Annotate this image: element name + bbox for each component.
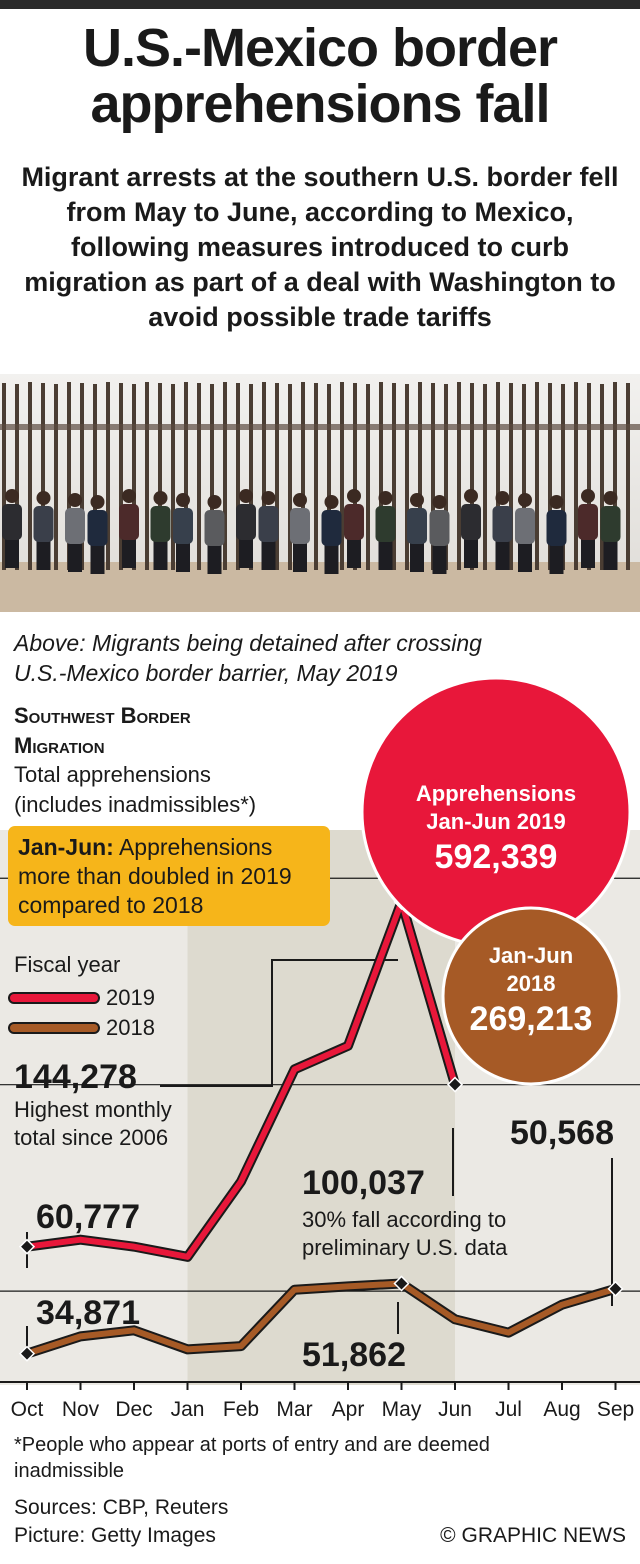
person-silhouette xyxy=(461,489,481,568)
peak-note: Highest monthly total since 2006 xyxy=(14,1096,172,1152)
marker-2018-oct xyxy=(18,1345,36,1362)
marker-2018-may xyxy=(393,1275,410,1292)
bubble-2018 xyxy=(441,906,621,1086)
chart-title-line-1: Southwest Border xyxy=(14,703,191,728)
person-silhouette xyxy=(407,493,427,572)
person-silhouette xyxy=(65,493,85,572)
legend-label-2019: 2019 xyxy=(106,985,155,1010)
series-2018-line xyxy=(24,1280,619,1357)
person-silhouette xyxy=(492,491,513,570)
picture-credit: Picture: Getty Images xyxy=(14,1524,216,1547)
person-silhouette xyxy=(344,489,364,568)
person-silhouette xyxy=(600,491,621,570)
person-silhouette xyxy=(173,493,193,572)
person-silhouette xyxy=(258,491,279,570)
jun-note: 30% fall according to preliminary U.S. d… xyxy=(302,1206,507,1262)
series-2019-line xyxy=(24,898,458,1260)
bubble-2019-value: 592,339 xyxy=(434,838,558,876)
chart-subtitle-line-1: Total apprehensions xyxy=(14,762,211,787)
legend-title: Fiscal year xyxy=(14,952,121,977)
sources: Sources: CBP, Reuters xyxy=(14,1496,229,1519)
peak-value-label: 144,278 xyxy=(14,1058,137,1096)
x-tick-label-nov: Nov xyxy=(61,1398,100,1421)
x-tick-label-jun: Jun xyxy=(438,1398,472,1421)
may2018-value-label: 51,862 xyxy=(302,1336,406,1374)
bubble-2018-text: Jan-Jun 2018 269,213 xyxy=(451,942,611,1040)
sep2018-value-label: 50,568 xyxy=(510,1114,614,1152)
footnote: *People who appear at ports of entry and… xyxy=(14,1432,614,1484)
chart-subtitle-line-2: (includes inadmissibles*) xyxy=(14,792,257,817)
legend-swatches xyxy=(8,992,100,1034)
person-silhouette xyxy=(429,495,450,574)
person-silhouette xyxy=(150,491,171,570)
legend-label-2018: 2018 xyxy=(106,1015,155,1040)
person-silhouette xyxy=(290,493,310,572)
person-silhouette xyxy=(2,489,22,568)
person-silhouette xyxy=(546,495,567,574)
person-silhouette xyxy=(119,489,139,568)
photo-caption: Above: Migrants being detained after cro… xyxy=(14,628,614,688)
top-bar xyxy=(0,0,640,9)
x-tick-label-sep: Sep xyxy=(596,1398,635,1421)
person-silhouette xyxy=(321,495,342,574)
x-tick-label-oct: Oct xyxy=(10,1398,44,1421)
page-subtitle: Migrant arrests at the southern U.S. bor… xyxy=(21,162,619,332)
bubble-2019-label1: Apprehensions xyxy=(415,781,577,806)
marker-2019-jun xyxy=(446,1076,464,1093)
bubble-2019-label2: Jan-Jun 2019 xyxy=(426,809,566,834)
title-line-1: U.S.-Mexico border xyxy=(82,18,558,78)
person-silhouette xyxy=(578,489,598,568)
chart-title-line-2: Migration xyxy=(14,733,105,758)
bubble-2019-text: Apprehensions Jan-Jun 2019 592,339 xyxy=(380,780,612,878)
person-silhouette xyxy=(33,491,54,570)
callout-text: Apprehensions more than doubled in 2019 … xyxy=(18,834,292,918)
person-silhouette xyxy=(515,493,535,572)
x-tick-label-mar: Mar xyxy=(276,1398,313,1421)
graphic-news-credit: © GRAPHIC NEWS xyxy=(440,1524,626,1547)
chart-title: Southwest Border Migration xyxy=(14,701,314,761)
peak-note-line-1: Highest monthly xyxy=(14,1097,172,1122)
chart-subtitle: Total apprehensions (includes inadmissib… xyxy=(14,760,344,820)
person-silhouette xyxy=(204,495,225,574)
jun-note-line-1: 30% fall according to xyxy=(302,1207,507,1232)
caption-line-1: Above: Migrants being detained after cro… xyxy=(14,630,482,656)
footnote-line-1: *People who appear at ports of entry and… xyxy=(14,1434,490,1456)
marker-2019-oct xyxy=(18,1238,36,1255)
marker-2018-sep xyxy=(607,1280,624,1297)
callout-bold: Jan-Jun: xyxy=(18,834,114,860)
oct2018-value-label: 34,871 xyxy=(36,1294,140,1332)
bubble-2018-label1: Jan-Jun xyxy=(488,943,574,968)
caption-line-2: U.S.-Mexico border barrier, May 2019 xyxy=(14,660,398,686)
title-line-2: apprehensions fall xyxy=(90,74,550,134)
jun-note-line-2: preliminary U.S. data xyxy=(302,1235,508,1260)
person-silhouette xyxy=(87,495,108,574)
page-title: U.S.-Mexico border apprehensions fall xyxy=(0,20,640,132)
peak-connector xyxy=(160,959,398,1087)
bubble-2018-label2: 2018 xyxy=(506,971,556,996)
x-tick-label-may: May xyxy=(381,1398,422,1421)
peak-note-line-2: total since 2006 xyxy=(14,1125,169,1150)
x-tick-label-feb: Feb xyxy=(222,1398,260,1421)
person-silhouette xyxy=(375,491,396,570)
border-photo xyxy=(0,374,640,612)
x-tick-label-apr: Apr xyxy=(331,1398,365,1421)
person-silhouette xyxy=(236,489,256,568)
oct2019-value-label: 60,777 xyxy=(36,1198,140,1236)
x-tick-label-jan: Jan xyxy=(170,1398,205,1421)
x-tick-label-jul: Jul xyxy=(495,1398,522,1421)
callout-box: Jan-Jun: Apprehensions more than doubled… xyxy=(8,826,330,926)
x-tick-label-dec: Dec xyxy=(115,1398,153,1421)
jun-value-label: 100,037 xyxy=(302,1164,425,1202)
x-tick-label-aug: Aug xyxy=(543,1398,581,1421)
footnote-line-2: inadmissible xyxy=(14,1460,125,1482)
bubble-2018-value: 269,213 xyxy=(469,1000,593,1038)
